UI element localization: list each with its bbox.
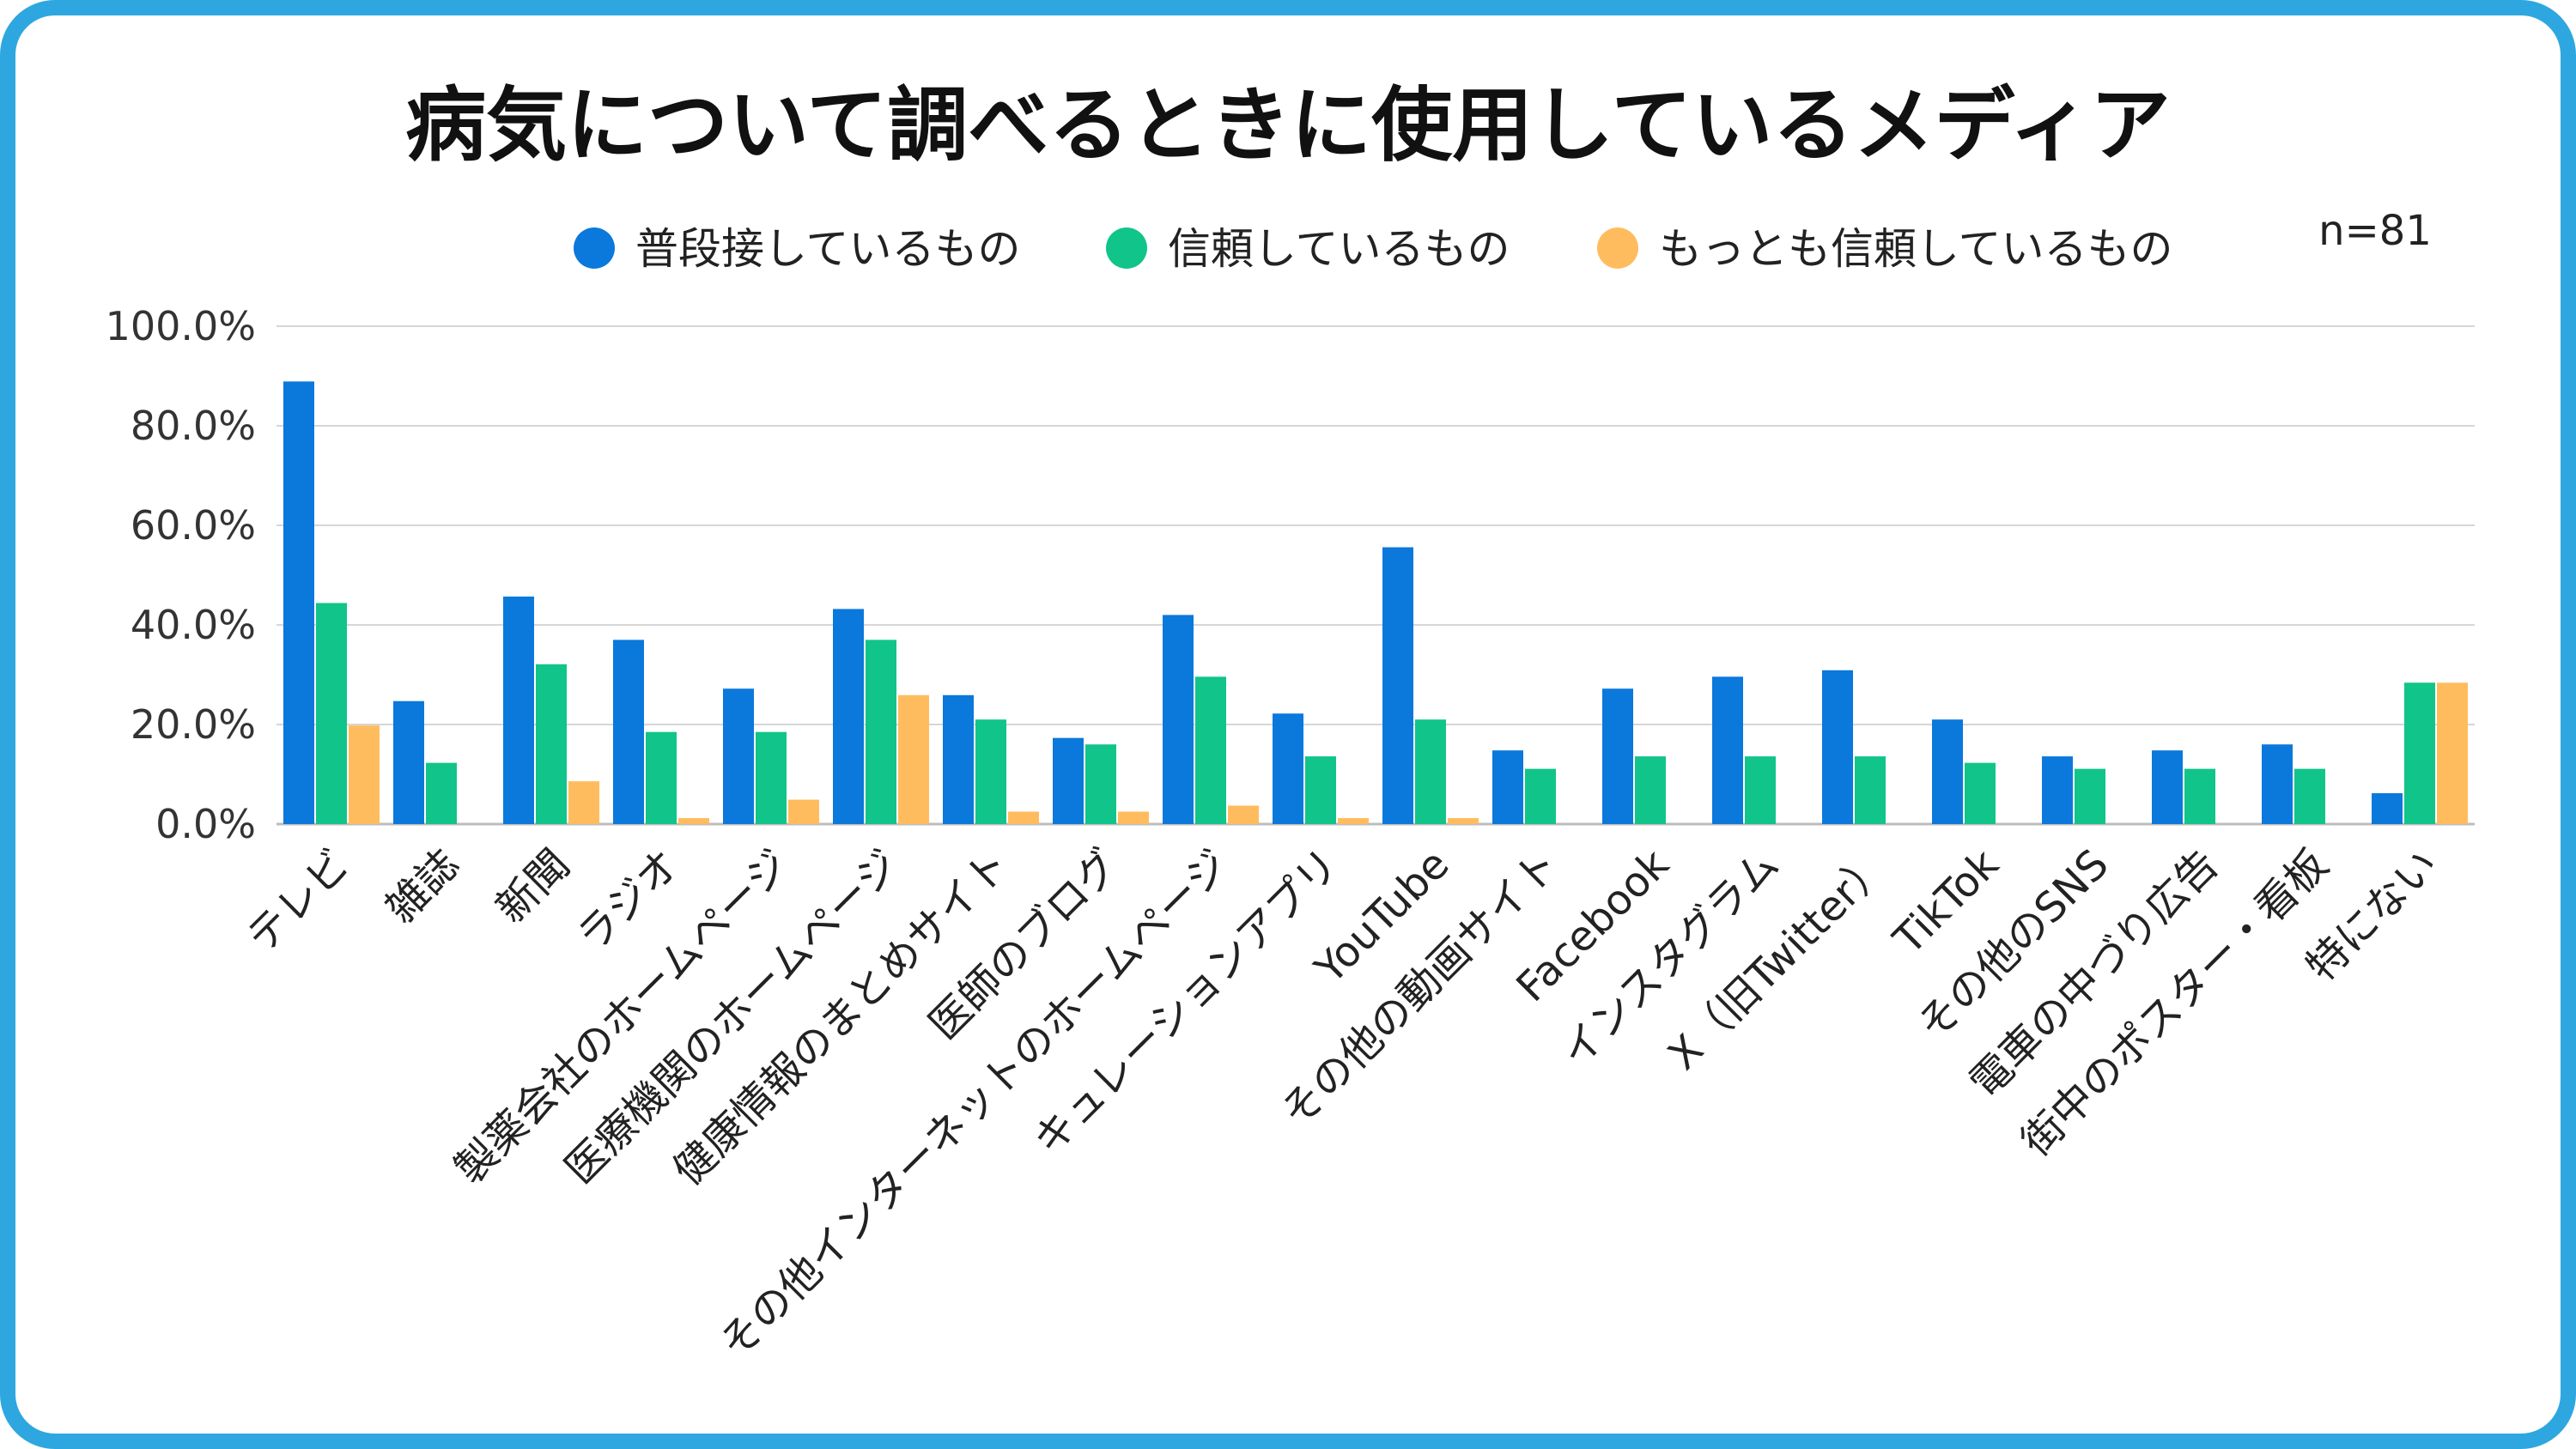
x-tick-label: 新聞 (487, 840, 579, 932)
bar (943, 694, 974, 824)
bar (613, 640, 644, 824)
bar (1932, 719, 1963, 824)
legend-item: 信頼しているもの (1106, 224, 1510, 274)
legend-swatch (1106, 227, 1147, 269)
bar (1163, 615, 1194, 824)
sample-size-note: n=81 (2318, 207, 2432, 255)
bar (975, 719, 1006, 824)
bar (1382, 547, 1413, 824)
y-tick-label: 40.0% (131, 602, 256, 648)
legend-item: 普段接しているもの (574, 224, 1021, 274)
bar (898, 694, 929, 824)
legend-label: 普段接しているもの (635, 224, 1021, 274)
bar (393, 700, 424, 824)
bar (1965, 762, 1996, 824)
y-tick-label: 60.0% (131, 502, 256, 549)
bar (1273, 713, 1303, 824)
bar (1712, 676, 1743, 824)
y-tick-label: 100.0% (106, 303, 256, 349)
x-tick-label: 雑誌 (377, 840, 469, 932)
legend-item: もっとも信頼しているもの (1597, 224, 2173, 274)
y-tick-label: 20.0% (131, 701, 256, 748)
legend: 普段接しているもの 信頼しているもの もっとも信頼しているもの (574, 224, 2173, 274)
x-tick-label: その他インターネットのホームページ (711, 840, 1239, 1368)
bar (1053, 737, 1084, 824)
bar (866, 640, 896, 824)
bar (349, 725, 380, 824)
bar (2184, 768, 2215, 824)
legend-swatch (574, 227, 615, 269)
bar (1415, 719, 1446, 824)
bar (1085, 744, 1116, 824)
x-axis: テレビ 雑誌 新聞ラジオ製薬会社のホームページ医療機関のホームページ健康情報のまとめ… (238, 840, 2447, 1368)
y-axis: 0.0% 20.0% 40.0% 60.0% 80.0% 100.0% (106, 303, 256, 847)
bar (1602, 688, 1633, 824)
bar (2437, 682, 2468, 824)
chart-title: 病気について調べるときに使用しているメディア (405, 79, 2171, 173)
gridlines (276, 325, 2475, 826)
y-tick-label: 0.0% (155, 801, 256, 847)
bar (1525, 768, 1556, 824)
bar (756, 731, 787, 824)
legend-label: 信頼しているもの (1168, 224, 1510, 274)
bars (283, 381, 2468, 824)
bar (1338, 818, 1369, 824)
bar (2042, 756, 2073, 824)
x-tick-label: その他のSNS (1909, 840, 2118, 1050)
bar (1745, 756, 1776, 824)
bar (1195, 676, 1226, 824)
bar (1855, 756, 1886, 824)
bar (1118, 811, 1149, 824)
bar (1305, 756, 1336, 824)
bar (426, 762, 457, 824)
bar (678, 818, 709, 824)
bar (536, 664, 567, 824)
bar (1228, 805, 1259, 824)
bar (1492, 750, 1523, 824)
bar (2075, 768, 2105, 824)
bar (316, 603, 347, 824)
bar (283, 381, 314, 824)
bar (1822, 670, 1853, 824)
bar (1448, 818, 1479, 824)
bar (788, 799, 819, 824)
bar (2262, 744, 2293, 824)
x-tick-label: 医師のブログ (920, 840, 1128, 1049)
legend-label: もっとも信頼しているもの (1659, 224, 2173, 274)
legend-swatch (1597, 227, 1638, 269)
bar (723, 688, 754, 824)
x-tick-label: テレビ (238, 840, 359, 961)
bar (1635, 756, 1666, 824)
bar (1008, 811, 1039, 824)
bar (503, 596, 534, 824)
bar (2294, 768, 2325, 824)
bar (2152, 750, 2183, 824)
y-tick-label: 80.0% (131, 403, 256, 449)
bar (2404, 682, 2435, 824)
bar (2372, 793, 2403, 824)
bar (646, 731, 677, 824)
bar (833, 609, 864, 824)
bar (568, 781, 599, 824)
